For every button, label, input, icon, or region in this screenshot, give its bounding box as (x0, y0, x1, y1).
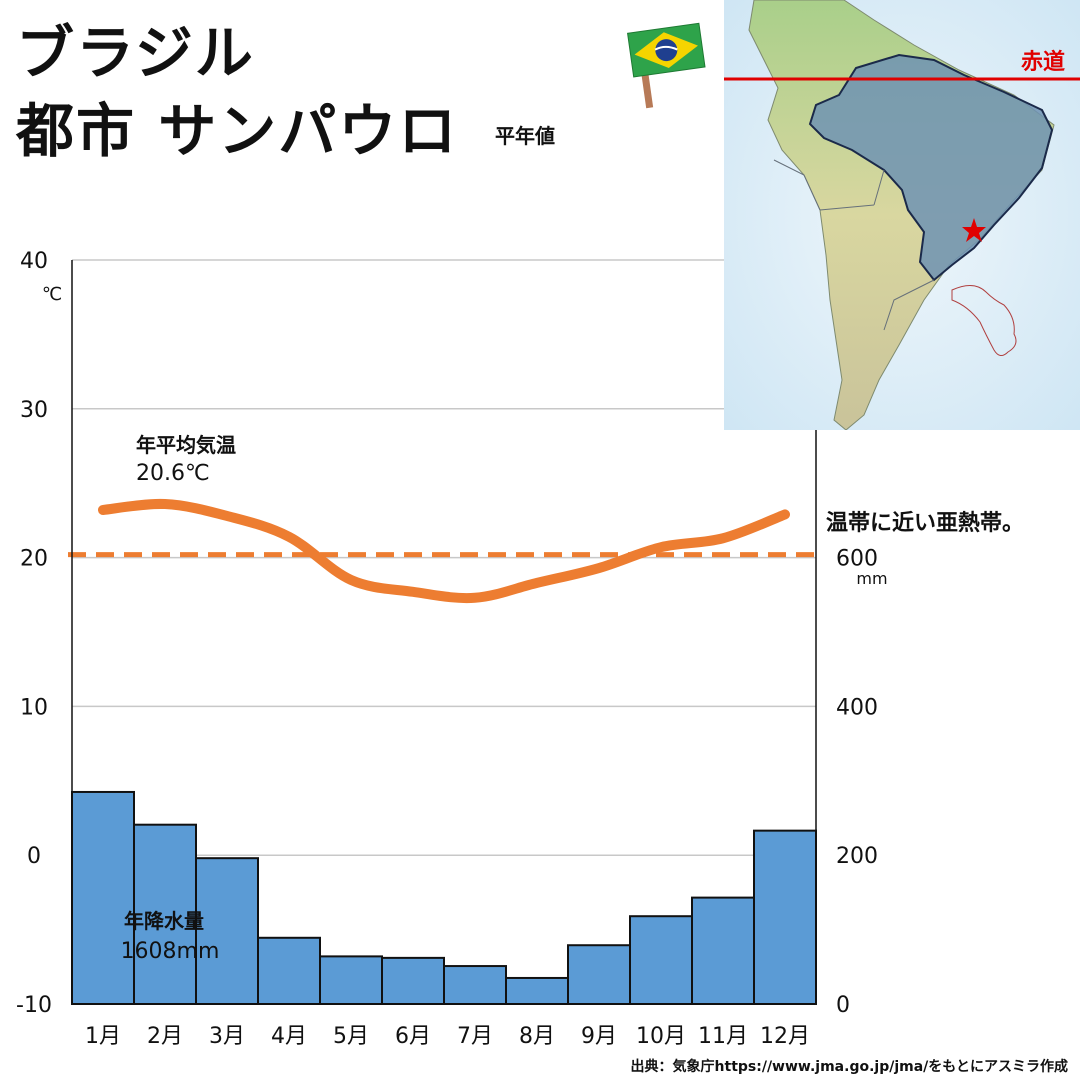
sao-paulo-star-icon (962, 218, 986, 242)
month-label: 11月 (698, 1024, 748, 1049)
right-tick-label: 400 (836, 695, 878, 720)
month-label: 9月 (581, 1024, 617, 1049)
precipitation-series-label: 年降水量 (124, 909, 204, 933)
month-label: 1月 (85, 1024, 121, 1049)
right-tick-label: 600 (836, 547, 878, 572)
month-label: 5月 (333, 1024, 369, 1049)
month-label: 7月 (457, 1024, 493, 1049)
left-tick-label: 40 (20, 249, 48, 274)
month-label: 3月 (209, 1024, 245, 1049)
month-label: 6月 (395, 1024, 431, 1049)
source-note: 出典：気象庁https://www.jma.go.jp/jma/をもとにアスミラ… (630, 1059, 1068, 1075)
city-title: 都市 サンパウロ (16, 97, 459, 165)
climate-annotation: 温帯に近い亜熱帯。 (826, 510, 1024, 536)
right-tick-label: 200 (836, 844, 878, 869)
temperature-line (98, 498, 790, 604)
precipitation-bar (691, 896, 755, 1005)
precipitation-bar (71, 790, 135, 1006)
precipitation-bar (257, 936, 321, 1005)
month-label: 2月 (147, 1024, 183, 1049)
month-label: 8月 (519, 1024, 555, 1049)
precipitation-total-label: 1608mm (121, 939, 220, 964)
equator-label: 赤道 (1021, 49, 1065, 75)
country-title: ブラジル (16, 19, 255, 87)
brazil-flag-icon (627, 22, 706, 109)
left-tick-label: 0 (27, 844, 41, 869)
precipitation-bar (443, 965, 507, 1006)
south-america-map: 赤道 (724, 0, 1080, 430)
precipitation-bar (319, 955, 383, 1005)
subtitle: 平年値 (495, 124, 555, 148)
right-tick-label: 0 (836, 993, 850, 1018)
precipitation-bar (381, 956, 445, 1006)
left-tick-label: -10 (16, 993, 52, 1018)
precipitation-bar (505, 976, 569, 1006)
precipitation-bar (567, 944, 631, 1005)
month-label: 4月 (271, 1024, 307, 1049)
left-tick-label: 10 (20, 695, 48, 720)
precipitation-bar (753, 829, 817, 1006)
brazil-shape (808, 53, 1054, 282)
precipitation-bar (195, 857, 259, 1006)
temperature-mean-label: 20.6℃ (136, 461, 210, 486)
month-label: 12月 (760, 1024, 810, 1049)
left-tick-label: 30 (20, 398, 48, 423)
right-axis-unit: mm (856, 569, 887, 588)
left-axis-unit: ℃ (42, 284, 62, 305)
temperature-series-label: 年平均気温 (136, 433, 236, 457)
month-label: 10月 (636, 1024, 686, 1049)
left-tick-label: 20 (20, 547, 48, 572)
precipitation-bar (629, 915, 693, 1006)
